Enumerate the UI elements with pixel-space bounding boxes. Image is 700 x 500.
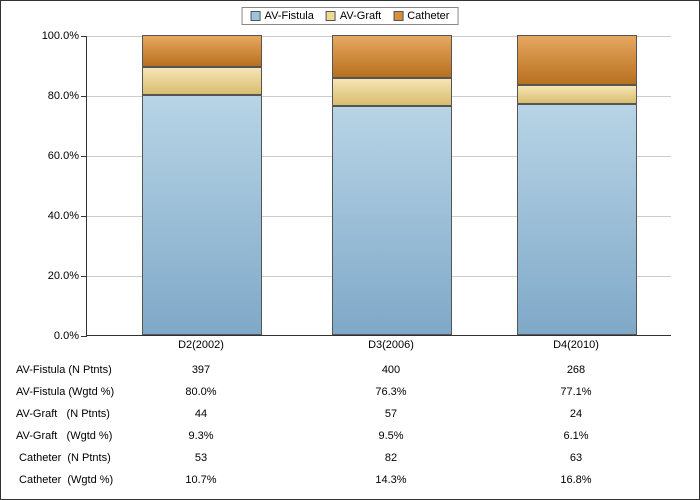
y-tick [81,156,87,157]
table-row: AV-Graft (N Ptnts)44 57 24 [1,403,699,425]
table-row-label: AV-Fistula (N Ptnts) [1,364,146,376]
table-cell: 400 [331,364,451,376]
y-axis-label: 20.0% [24,270,79,282]
legend-label-fistula: AV-Fistula [265,10,314,22]
y-axis-label: 80.0% [24,90,79,102]
table-row: Catheter (N Ptnts)53 82 63 [1,447,699,469]
legend-swatch-catheter [393,11,403,21]
table-row-label: Catheter (Wgtd %) [1,474,146,486]
table-cell: 10.7% [141,474,261,486]
legend-swatch-fistula [251,11,261,21]
plot-area [86,36,671,336]
legend-item-graft: AV-Graft [326,10,381,22]
y-axis-label: 0.0% [24,330,79,342]
table-cell: 57 [331,408,451,420]
table-cell: 77.1% [516,386,636,398]
table-row-label: AV-Graft (Wgtd %) [1,430,146,442]
table-cell: 76.3% [331,386,451,398]
y-tick [81,276,87,277]
table-row: AV-Graft (Wgtd %)9.3% 9.5% 6.1% [1,425,699,447]
table-cell: 16.8% [516,474,636,486]
table-cell: 63 [516,452,636,464]
table-cell: 397 [141,364,261,376]
bar-group [142,35,262,335]
bar-group [517,35,637,335]
table-row-label: AV-Graft (N Ptnts) [1,408,146,420]
table-row: Catheter (Wgtd %)10.7% 14.3% 16.8% [1,469,699,491]
table-cell: 53 [141,452,261,464]
bar-segment-fistula [142,95,262,335]
table-cell: 44 [141,408,261,420]
table-cell: 82 [331,452,451,464]
table-row-label: AV-Fistula (Wgtd %) [1,386,146,398]
bar-segment-graft [142,67,262,95]
legend: AV-Fistula AV-Graft Catheter [242,7,459,25]
bar-segment-graft [517,85,637,103]
table-cell: 14.3% [331,474,451,486]
bar-segment-catheter [517,35,637,85]
x-axis-label: D4(2010) [516,339,636,351]
legend-label-catheter: Catheter [407,10,449,22]
table-cell: 80.0% [141,386,261,398]
table-cell: 268 [516,364,636,376]
bar-group [332,35,452,335]
y-tick [81,336,87,337]
y-tick [81,36,87,37]
data-table: AV-Fistula (N Ptnts)397400268AV-Fistula … [1,359,699,491]
bar-segment-catheter [332,35,452,78]
y-axis-label: 100.0% [24,30,79,42]
bar-segment-fistula [332,106,452,335]
table-cell: 24 [516,408,636,420]
y-axis-label: 60.0% [24,150,79,162]
legend-item-fistula: AV-Fistula [251,10,314,22]
x-axis-label: D3(2006) [331,339,451,351]
table-cell: 9.3% [141,430,261,442]
table-cell: 6.1% [516,430,636,442]
legend-item-catheter: Catheter [393,10,449,22]
bar-segment-catheter [142,35,262,67]
table-row: AV-Fistula (Wgtd %)80.0% 76.3% 77.1% [1,381,699,403]
y-tick [81,96,87,97]
table-cell: 9.5% [331,430,451,442]
y-axis-label: 40.0% [24,210,79,222]
table-row-label: Catheter (N Ptnts) [1,452,146,464]
x-axis-label: D2(2002) [141,339,261,351]
table-row: AV-Fistula (N Ptnts)397 400 268 [1,359,699,381]
legend-swatch-graft [326,11,336,21]
y-tick [81,216,87,217]
bar-segment-fistula [517,104,637,335]
chart-container: AV-Fistula AV-Graft Catheter 0.0% 20.0% 40… [0,0,700,500]
bar-segment-graft [332,78,452,106]
legend-label-graft: AV-Graft [340,10,381,22]
